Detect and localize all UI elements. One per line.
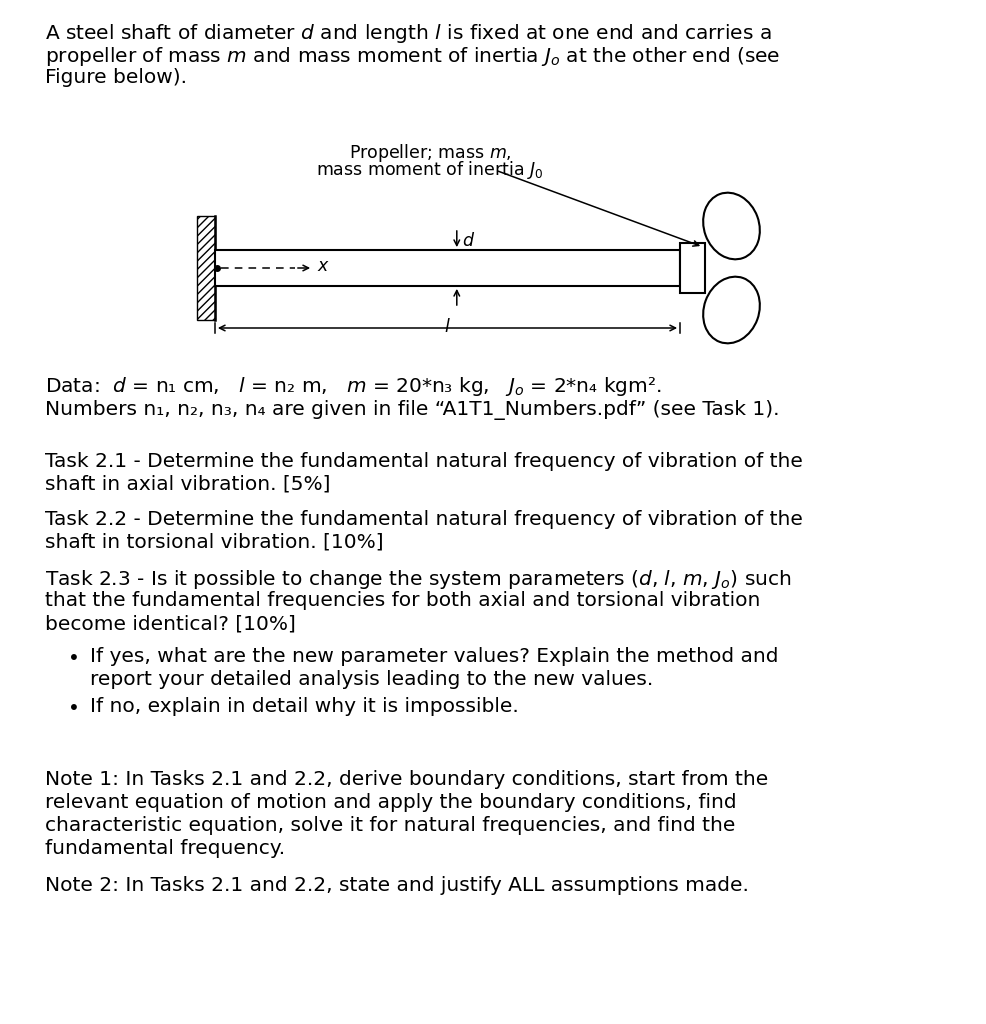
Text: If yes, what are the new parameter values? Explain the method and: If yes, what are the new parameter value…	[90, 647, 779, 666]
Ellipse shape	[703, 193, 760, 259]
Ellipse shape	[703, 276, 760, 343]
Text: Note 1: In Tasks 2.1 and 2.2, derive boundary conditions, start from the: Note 1: In Tasks 2.1 and 2.2, derive bou…	[45, 770, 768, 790]
Text: Task 2.2 - Determine the fundamental natural frequency of vibration of the: Task 2.2 - Determine the fundamental nat…	[45, 510, 803, 529]
Text: report your detailed analysis leading to the new values.: report your detailed analysis leading to…	[90, 670, 654, 689]
Text: characteristic equation, solve it for natural frequencies, and find the: characteristic equation, solve it for na…	[45, 816, 736, 835]
Bar	[215, 250, 680, 286]
Text: •: •	[68, 649, 80, 668]
Text: fundamental frequency.: fundamental frequency.	[45, 839, 285, 858]
Text: If no, explain in detail why it is impossible.: If no, explain in detail why it is impos…	[90, 697, 519, 716]
Text: become identical? [10%]: become identical? [10%]	[45, 614, 296, 633]
Text: mass moment of inertia $J_0$: mass moment of inertia $J_0$	[317, 159, 543, 181]
Text: Numbers n₁, n₂, n₃, n₄ are given in file “A1T1_Numbers.pdf” (see Task 1).: Numbers n₁, n₂, n₃, n₄ are given in file…	[45, 400, 780, 420]
Text: Task 2.1 - Determine the fundamental natural frequency of vibration of the: Task 2.1 - Determine the fundamental nat…	[45, 452, 803, 471]
Text: Data:  $d$ = n₁ cm,   $l$ = n₂ m,   $m$ = 20*n₃ kg,   $J_o$ = 2*n₄ kgm².: Data: $d$ = n₁ cm, $l$ = n₂ m, $m$ = 20*…	[45, 375, 662, 398]
Text: Propeller; mass $m$,: Propeller; mass $m$,	[349, 142, 512, 164]
Text: $x$: $x$	[317, 257, 330, 275]
Text: $d$: $d$	[461, 232, 475, 250]
Bar	[680, 243, 705, 293]
Text: Figure below).: Figure below).	[45, 68, 187, 87]
Text: relevant equation of motion and apply the boundary conditions, find: relevant equation of motion and apply th…	[45, 793, 737, 812]
Text: Note 2: In Tasks 2.1 and 2.2, state and justify ALL assumptions made.: Note 2: In Tasks 2.1 and 2.2, state and …	[45, 876, 749, 895]
Text: A steel shaft of diameter $d$ and length $l$ is fixed at one end and carries a: A steel shaft of diameter $d$ and length…	[45, 22, 772, 45]
Text: shaft in torsional vibration. [10%]: shaft in torsional vibration. [10%]	[45, 534, 384, 552]
Text: Task 2.3 - Is it possible to change the system parameters ($d$, $l$, $m$, $J_o$): Task 2.3 - Is it possible to change the …	[45, 568, 792, 591]
Text: shaft in axial vibration. [5%]: shaft in axial vibration. [5%]	[45, 475, 330, 494]
Bar	[197, 216, 215, 319]
Text: •: •	[68, 699, 80, 718]
Text: propeller of mass $m$ and mass moment of inertia $J_o$ at the other end (see: propeller of mass $m$ and mass moment of…	[45, 45, 780, 68]
Text: that the fundamental frequencies for both axial and torsional vibration: that the fundamental frequencies for bot…	[45, 591, 760, 610]
Text: $l$: $l$	[444, 318, 451, 336]
